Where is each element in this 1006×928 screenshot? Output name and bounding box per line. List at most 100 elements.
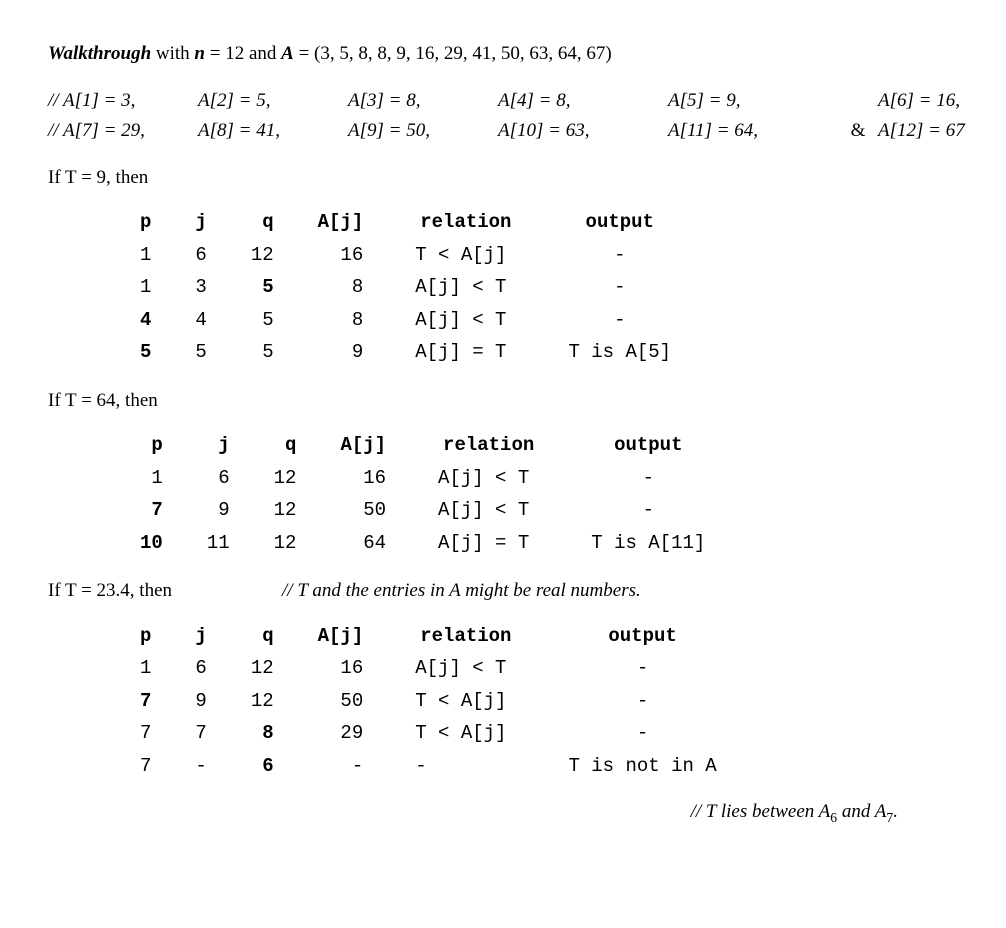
arr-cell: // A[1] = 3, xyxy=(48,87,198,116)
trace-header: j xyxy=(173,620,228,653)
trace-cell: - xyxy=(569,462,727,495)
trace-cell: 6 xyxy=(173,239,228,272)
trace-cell: 5 xyxy=(173,336,228,369)
condition-text: If T = 23.4, then xyxy=(48,577,172,606)
trace-cell: 12 xyxy=(229,685,296,718)
trace-header: A[j] xyxy=(296,620,386,653)
with-text: with xyxy=(151,43,194,64)
a-var: A xyxy=(281,43,294,64)
table-row: 5559A[j] = TT is A[5] xyxy=(118,336,693,369)
trace-cell: T is A[5] xyxy=(546,336,693,369)
array-row-1: // A[1] = 3, A[2] = 5, A[3] = 8, A[4] = … xyxy=(48,87,958,116)
trace-cell: 5 xyxy=(229,336,296,369)
trace-cell: 1 xyxy=(118,652,173,685)
trace-header: p xyxy=(118,206,173,239)
trace-cell: 64 xyxy=(318,527,408,560)
condition-row: If T = 23.4, then// T and the entries in… xyxy=(48,577,958,606)
trace-header: q xyxy=(229,620,296,653)
table-row: 1358A[j] < T- xyxy=(118,271,693,304)
table-row: 161216T < A[j]- xyxy=(118,239,693,272)
trace-cell: 5 xyxy=(118,336,173,369)
trace-header: j xyxy=(173,206,228,239)
trace-cell: 12 xyxy=(252,494,319,527)
arr-cell: A[5] = 9, xyxy=(668,87,838,116)
trace-cell: 5 xyxy=(229,304,296,337)
trace-cell: - xyxy=(173,750,228,783)
trace-cell: 12 xyxy=(229,652,296,685)
trace-header: output xyxy=(569,429,727,462)
trace-cell: 12 xyxy=(229,239,296,272)
trace-cell: 8 xyxy=(296,304,386,337)
trace-cell: A[j] = T xyxy=(408,527,569,560)
trace-header: q xyxy=(252,429,319,462)
trace-cell: T < A[j] xyxy=(385,717,546,750)
arr-sep xyxy=(838,87,878,116)
trace-cell: - xyxy=(296,750,386,783)
trace-header: relation xyxy=(385,206,546,239)
trace-cell: 1 xyxy=(118,271,173,304)
trace-header: q xyxy=(229,206,296,239)
trace-cell: 4 xyxy=(173,304,228,337)
trace-cell: 3 xyxy=(173,271,228,304)
trace-table: pjqA[j]relationoutput161216A[j] < T-7912… xyxy=(118,429,727,559)
arr-cell: A[10] = 63, xyxy=(498,117,668,146)
arr-cell: A[2] = 5, xyxy=(198,87,348,116)
trace-cell: 50 xyxy=(318,494,408,527)
trace-cell: 4 xyxy=(118,304,173,337)
trace-cell: 8 xyxy=(229,717,296,750)
trace-header: output xyxy=(546,206,693,239)
trace-cell: 6 xyxy=(173,652,228,685)
fc-suffix: . xyxy=(893,801,898,822)
trace-cell: T < A[j] xyxy=(385,239,546,272)
trace-cell: - xyxy=(546,304,693,337)
n-var: n xyxy=(194,43,205,64)
table-row: 161216A[j] < T- xyxy=(118,652,739,685)
trace-cell: 5 xyxy=(229,271,296,304)
trace-cell: - xyxy=(546,239,693,272)
trace-cell: A[j] < T xyxy=(408,462,569,495)
trace-cell: 9 xyxy=(296,336,386,369)
trace-cell: - xyxy=(546,685,738,718)
trace-cell: 7 xyxy=(118,717,173,750)
trace-cell: 50 xyxy=(296,685,386,718)
trace-header: p xyxy=(118,620,173,653)
table-row: 4458A[j] < T- xyxy=(118,304,693,337)
trace-cell: 1 xyxy=(118,239,173,272)
trace-cell: 16 xyxy=(296,652,386,685)
arr-cell: // A[7] = 29, xyxy=(48,117,198,146)
trace-cell: 7 xyxy=(118,494,185,527)
walkthrough-header: Walkthrough with n = 12 and A = (3, 5, 8… xyxy=(48,40,958,69)
trace-cell: 12 xyxy=(252,527,319,560)
arr-cell: A[9] = 50, xyxy=(348,117,498,146)
trace-cell: 29 xyxy=(296,717,386,750)
trace-cell: - xyxy=(546,717,738,750)
trace-cell: A[j] < T xyxy=(385,304,546,337)
trace-cell: A[j] = T xyxy=(385,336,546,369)
array-row-2: // A[7] = 29, A[8] = 41, A[9] = 50, A[10… xyxy=(48,117,958,146)
trace-header: relation xyxy=(408,429,569,462)
trace-cell: 16 xyxy=(318,462,408,495)
table-row: 161216A[j] < T- xyxy=(118,462,727,495)
fc-A6: A xyxy=(819,801,831,822)
trace-cell: 1 xyxy=(118,462,185,495)
arr-cell: A[3] = 8, xyxy=(348,87,498,116)
fc-and: and xyxy=(837,801,875,822)
trace-header: relation xyxy=(385,620,546,653)
trace-header: p xyxy=(118,429,185,462)
arr-cell: A[6] = 16, xyxy=(878,87,998,116)
fc-mid: lies between xyxy=(716,801,819,822)
fc-A7: A xyxy=(875,801,887,822)
trace-cell: - xyxy=(546,271,693,304)
trace-table: pjqA[j]relationoutput161216A[j] < T-7912… xyxy=(118,620,739,783)
array-listing: // A[1] = 3, A[2] = 5, A[3] = 8, A[4] = … xyxy=(48,87,958,146)
trace-cell: A[j] < T xyxy=(408,494,569,527)
table-row: 791250T < A[j]- xyxy=(118,685,739,718)
arr-cell: A[4] = 8, xyxy=(498,87,668,116)
condition-text: If T = 9, then xyxy=(48,164,958,193)
trace-header: A[j] xyxy=(318,429,408,462)
trace-cell: T is not in A xyxy=(546,750,738,783)
trace-cell: 10 xyxy=(118,527,185,560)
trace-cell: - xyxy=(546,652,738,685)
trace-cell: 7 xyxy=(118,750,173,783)
fc-prefix: // xyxy=(691,801,706,822)
